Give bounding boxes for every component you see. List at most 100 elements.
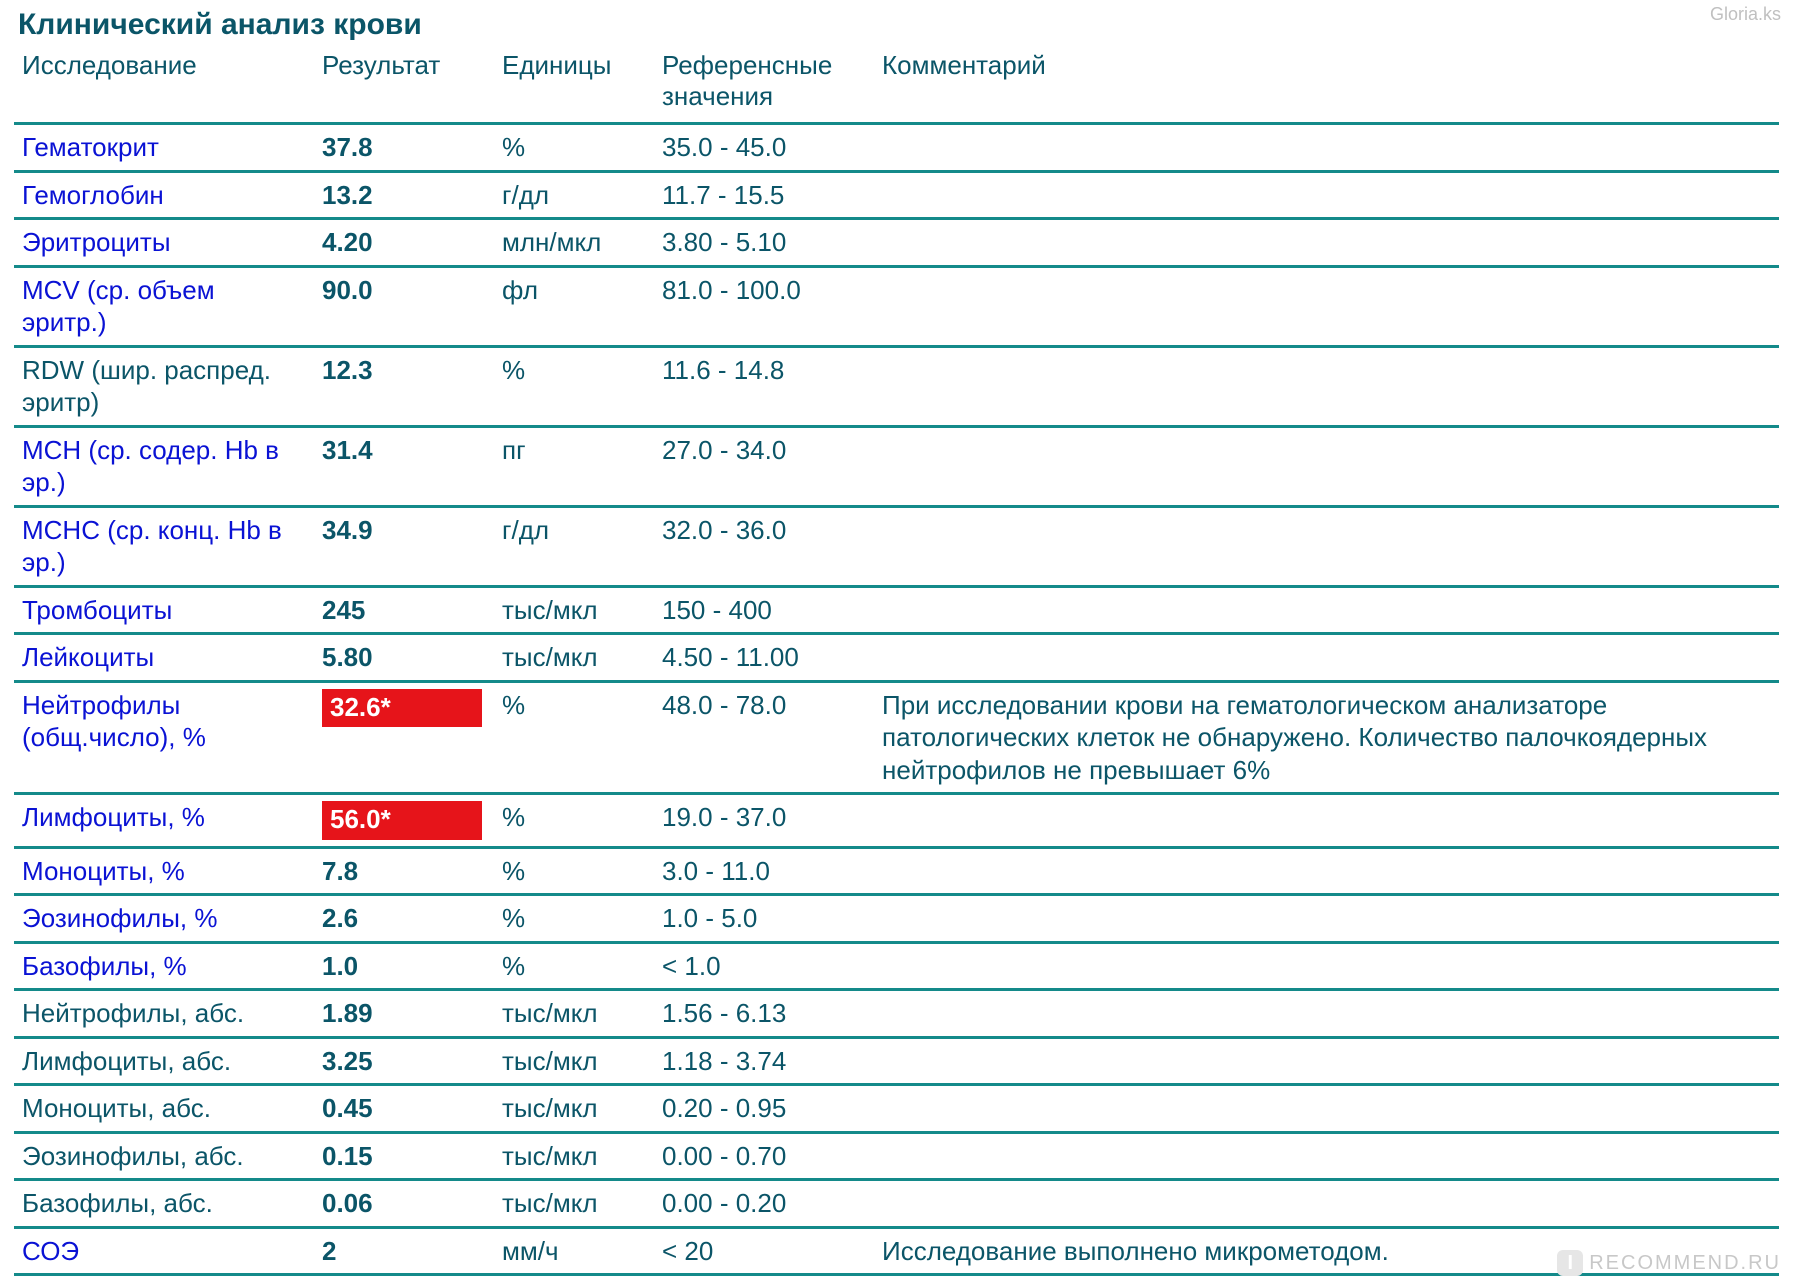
cell-name: Моноциты, абс. [14,1085,314,1133]
cell-name: Базофилы, % [14,942,314,990]
result-flag: 32.6* [322,689,482,728]
cell-units: % [494,847,654,895]
cell-result: 245 [314,586,494,634]
cell-comment [874,426,1779,506]
cell-units: мм/ч [494,1227,654,1275]
cell-name: RDW (шир. распред. эритр) [14,346,314,426]
cell-reference: 4.50 - 11.00 [654,634,874,682]
cell-name: Нейтрофилы, абс. [14,990,314,1038]
cell-result: 32.6* [314,681,494,794]
cell-result: 5.80 [314,634,494,682]
table-row: СОЭ2мм/ч< 20Исследование выполнено микро… [14,1227,1779,1275]
cell-units: % [494,794,654,848]
cell-reference: 150 - 400 [654,586,874,634]
cell-name: Эозинофилы, абс. [14,1132,314,1180]
table-row: Лимфоциты, %56.0*%19.0 - 37.0 [14,794,1779,848]
cell-comment [874,634,1779,682]
cell-reference: 0.00 - 0.20 [654,1180,874,1228]
cell-reference: 35.0 - 45.0 [654,124,874,172]
cell-name: Нейтрофилы (общ.число), % [14,681,314,794]
cell-reference: 48.0 - 78.0 [654,681,874,794]
cell-comment [874,506,1779,586]
cell-units: г/дл [494,506,654,586]
cell-comment [874,895,1779,943]
cell-units: г/дл [494,171,654,219]
result-flag: 56.0* [322,801,482,840]
cell-result: 90.0 [314,266,494,346]
cell-reference: < 20 [654,1227,874,1275]
cell-units: тыс/мкл [494,1037,654,1085]
cell-comment [874,990,1779,1038]
cell-comment [874,1180,1779,1228]
col-header-result: Результат [314,44,494,124]
report-title: Клинический анализ крови [14,8,1779,42]
table-header-row: Исследование Результат Единицы Референсн… [14,44,1779,124]
cell-reference: 27.0 - 34.0 [654,426,874,506]
table-row: Моноциты, абс.0.45тыс/мкл0.20 - 0.95 [14,1085,1779,1133]
cell-reference: 0.20 - 0.95 [654,1085,874,1133]
cell-reference: 3.80 - 5.10 [654,219,874,267]
table-row: MCV (ср. объем эритр.)90.0фл81.0 - 100.0 [14,266,1779,346]
table-row: MCHC (ср. конц. Hb в эр.)34.9г/дл32.0 - … [14,506,1779,586]
cell-name: Лейкоциты [14,634,314,682]
col-header-comment: Комментарий [874,44,1779,124]
table-row: Гемоглобин13.2г/дл11.7 - 15.5 [14,171,1779,219]
info-badge-icon: i [1557,1250,1583,1276]
cell-comment [874,266,1779,346]
cell-reference: 1.18 - 3.74 [654,1037,874,1085]
cell-result: 3.25 [314,1037,494,1085]
cell-name: Лимфоциты, % [14,794,314,848]
cell-result: 37.8 [314,124,494,172]
cell-units: тыс/мкл [494,586,654,634]
blood-test-table: Исследование Результат Единицы Референсн… [14,44,1779,1276]
cell-name: Тромбоциты [14,586,314,634]
watermark-site: RECOMMEND.RU [1589,1252,1781,1275]
cell-result: 56.0* [314,794,494,848]
table-row: MCH (ср. содер. Hb в эр.)31.4пг27.0 - 34… [14,426,1779,506]
cell-units: фл [494,266,654,346]
table-row: Эритроциты4.20млн/мкл3.80 - 5.10 [14,219,1779,267]
cell-units: тыс/мкл [494,1085,654,1133]
cell-reference: 81.0 - 100.0 [654,266,874,346]
cell-result: 7.8 [314,847,494,895]
cell-result: 12.3 [314,346,494,426]
cell-name: Гемоглобин [14,171,314,219]
cell-units: % [494,346,654,426]
table-row: Нейтрофилы, абс.1.89тыс/мкл1.56 - 6.13 [14,990,1779,1038]
cell-result: 1.89 [314,990,494,1038]
cell-comment [874,586,1779,634]
cell-units: % [494,681,654,794]
cell-comment [874,1132,1779,1180]
cell-units: тыс/мкл [494,1132,654,1180]
cell-comment [874,942,1779,990]
cell-name: MCH (ср. содер. Hb в эр.) [14,426,314,506]
cell-comment [874,346,1779,426]
cell-result: 13.2 [314,171,494,219]
cell-result: 0.45 [314,1085,494,1133]
cell-comment [874,794,1779,848]
cell-name: MCV (ср. объем эритр.) [14,266,314,346]
cell-result: 2.6 [314,895,494,943]
cell-name: Моноциты, % [14,847,314,895]
cell-units: % [494,942,654,990]
table-row: Базофилы, абс.0.06тыс/мкл0.00 - 0.20 [14,1180,1779,1228]
cell-comment [874,1085,1779,1133]
table-row: RDW (шир. распред. эритр)12.3%11.6 - 14.… [14,346,1779,426]
cell-reference: 1.56 - 6.13 [654,990,874,1038]
cell-result: 2 [314,1227,494,1275]
cell-result: 0.15 [314,1132,494,1180]
cell-result: 0.06 [314,1180,494,1228]
cell-name: Эозинофилы, % [14,895,314,943]
cell-comment [874,171,1779,219]
cell-name: MCHC (ср. конц. Hb в эр.) [14,506,314,586]
table-row: Эозинофилы, абс.0.15тыс/мкл0.00 - 0.70 [14,1132,1779,1180]
table-row: Лимфоциты, абс.3.25тыс/мкл1.18 - 3.74 [14,1037,1779,1085]
cell-units: % [494,124,654,172]
cell-reference: 32.0 - 36.0 [654,506,874,586]
table-row: Лейкоциты5.80тыс/мкл4.50 - 11.00 [14,634,1779,682]
table-row: Моноциты, %7.8%3.0 - 11.0 [14,847,1779,895]
col-header-units: Единицы [494,44,654,124]
cell-reference: 11.6 - 14.8 [654,346,874,426]
cell-comment [874,847,1779,895]
cell-units: млн/мкл [494,219,654,267]
